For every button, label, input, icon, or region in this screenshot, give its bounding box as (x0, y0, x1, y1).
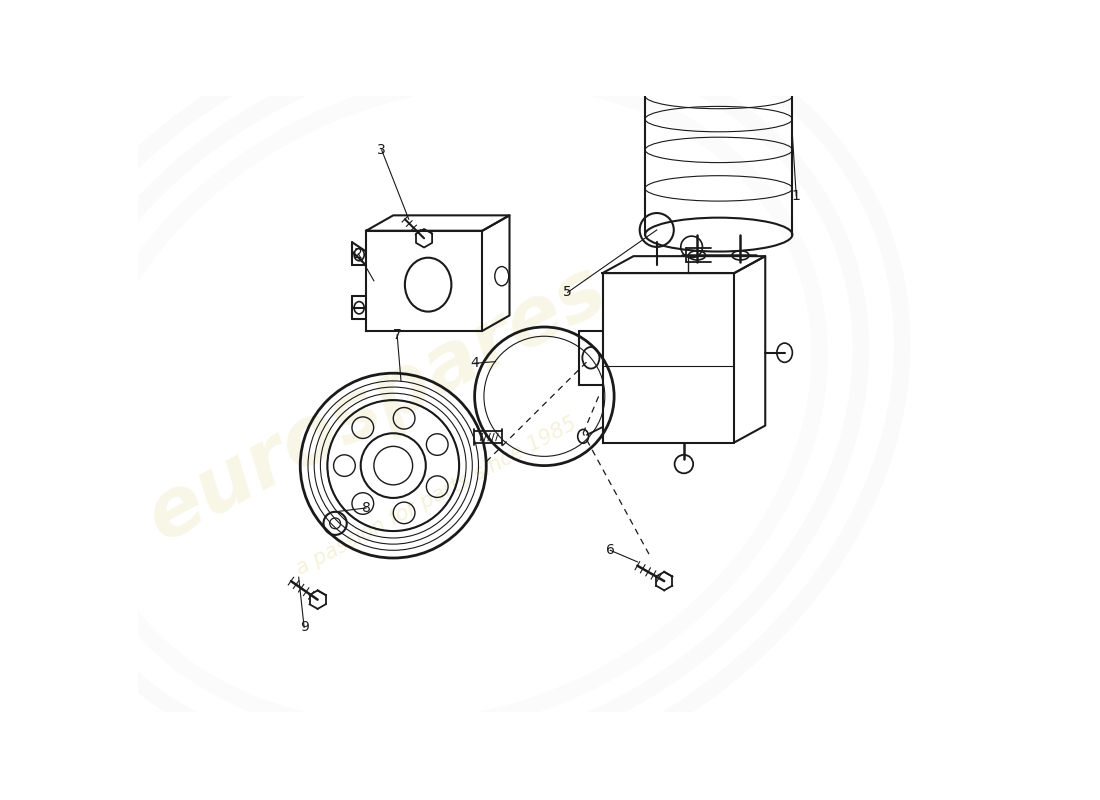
Text: 8: 8 (362, 501, 371, 515)
Text: 5: 5 (563, 286, 572, 299)
Text: 2: 2 (354, 247, 363, 261)
Text: 3: 3 (377, 143, 386, 157)
Text: a passion for parts since 1985: a passion for parts since 1985 (293, 414, 580, 579)
Text: eurospares: eurospares (133, 250, 619, 558)
Text: 6: 6 (606, 543, 615, 558)
Text: 4: 4 (471, 356, 478, 370)
Text: 9: 9 (299, 620, 309, 634)
Text: 1: 1 (792, 189, 801, 203)
Text: 7: 7 (393, 328, 402, 342)
